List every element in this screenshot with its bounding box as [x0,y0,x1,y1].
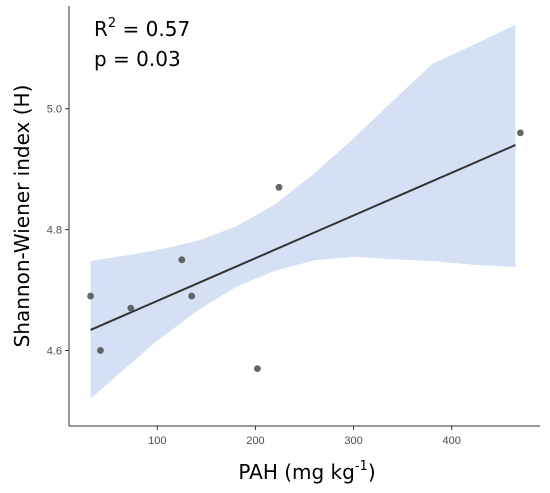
data-point-5 [188,292,196,300]
x-tick-label: 400 [443,435,461,447]
x-axis-title-text: PAH (mg kg [238,460,354,484]
data-point-7 [275,183,283,191]
data-points-layer [87,129,524,372]
x-tick-label: 300 [344,435,362,447]
data-point-6 [254,365,261,372]
regression-line [90,144,516,331]
data-point-4 [178,256,186,264]
x-tick-label: 100 [148,435,166,447]
data-point-1 [87,292,94,300]
x-tick-label: 200 [246,435,264,447]
ticks-layer: 100 200 300 400 4.6 4.8 5.0 [47,104,461,447]
x-axis-title-end: ) [368,460,376,484]
x-axis-title: PAH (mg kg-1) [238,459,375,484]
p-value-annotation: p = 0.03 [94,47,181,71]
y-tick-label: 4.6 [47,345,62,357]
data-point-8 [516,129,524,137]
y-tick-label: 5.0 [47,104,62,116]
x-axis-title-superscript: -1 [355,459,368,474]
r-squared-superscript: 2 [108,16,116,31]
r-squared-annotation: R2 = 0.57 [94,16,190,41]
data-point-2 [97,347,104,354]
r-squared-value: = 0.57 [116,17,190,41]
r-squared-prefix: R [94,17,108,41]
data-point-3 [127,304,135,312]
y-axis-title: Shannon-Wiener index (H) [10,85,34,348]
confidence-band [90,24,516,399]
fit-line-layer [90,144,516,331]
confidence-band-layer [90,24,516,399]
axes-layer [68,6,540,427]
y-tick-label: 4.8 [47,225,62,237]
